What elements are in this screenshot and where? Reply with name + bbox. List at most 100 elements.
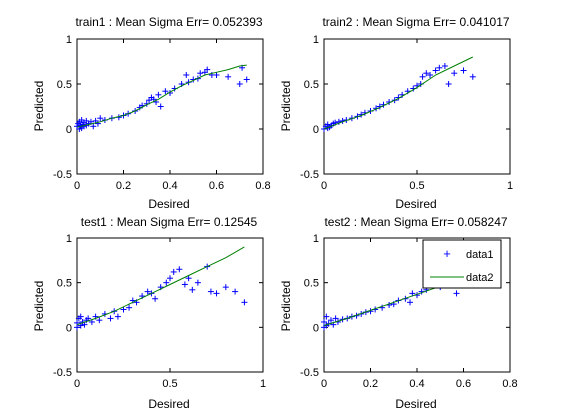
y-tick-label: 1 bbox=[66, 233, 72, 245]
y-tick-label: 1 bbox=[313, 233, 319, 245]
x-tick-label: 0.6 bbox=[456, 378, 471, 390]
data-point bbox=[232, 288, 239, 295]
data-point bbox=[155, 91, 162, 98]
data-point bbox=[197, 70, 204, 77]
x-tick-label: 0.2 bbox=[116, 180, 131, 192]
x-tick-label: 0.8 bbox=[255, 180, 270, 192]
x-tick-label: 0.5 bbox=[162, 378, 177, 390]
y-tick-label: 1 bbox=[313, 34, 319, 46]
data-point bbox=[77, 313, 84, 320]
x-tick-label: 1 bbox=[260, 378, 266, 390]
data-point bbox=[163, 279, 170, 286]
data-point bbox=[213, 72, 220, 78]
data-point bbox=[213, 290, 220, 297]
data-point bbox=[379, 304, 386, 311]
data-point bbox=[183, 72, 190, 78]
data-point bbox=[321, 318, 327, 325]
data-point bbox=[451, 70, 458, 77]
y-tick-label: 0.5 bbox=[57, 278, 72, 290]
legend-box bbox=[422, 239, 502, 289]
y-tick-label: -0.5 bbox=[300, 169, 319, 181]
legend: + data1 data2 bbox=[422, 239, 502, 289]
data-point bbox=[170, 268, 177, 275]
data-point bbox=[335, 118, 342, 125]
y-tick-label: -0.5 bbox=[300, 367, 319, 379]
data-point bbox=[432, 67, 439, 74]
legend-label-data1: data1 bbox=[466, 249, 494, 261]
data-point bbox=[241, 299, 248, 306]
data-point bbox=[126, 304, 133, 311]
data-point bbox=[207, 288, 214, 295]
x-tick-label: 0.4 bbox=[409, 378, 424, 390]
y-tick-label: -0.5 bbox=[53, 169, 72, 181]
data-point bbox=[436, 64, 443, 71]
y-tick-label: 0 bbox=[313, 124, 319, 136]
y-axis-label: Predicted bbox=[279, 281, 293, 332]
data-point bbox=[162, 88, 169, 95]
data-point bbox=[327, 317, 334, 324]
y-tick-label: 0.5 bbox=[304, 278, 319, 290]
fit-line bbox=[76, 246, 245, 326]
x-axis-label: Desired bbox=[395, 397, 436, 411]
y-tick-label: 1 bbox=[66, 34, 72, 46]
x-axis-label: Desired bbox=[148, 397, 189, 411]
x-tick-label: 0.8 bbox=[502, 378, 517, 390]
y-tick-label: 0 bbox=[313, 322, 319, 334]
data-point bbox=[157, 103, 164, 110]
y-axis-label: Predicted bbox=[279, 81, 293, 132]
x-tick-label: 1 bbox=[507, 180, 513, 192]
data-point bbox=[97, 115, 104, 122]
x-tick-label: 0 bbox=[321, 378, 327, 390]
data-point bbox=[427, 72, 434, 78]
data-point bbox=[204, 66, 211, 73]
data-point bbox=[114, 313, 121, 320]
subplot-title: test1 : Mean Sigma Err= 0.12545 bbox=[81, 215, 258, 229]
legend-label-data2: data2 bbox=[466, 272, 494, 284]
data-point bbox=[243, 76, 250, 83]
axes: 0 0.2 0.4 0.6 0.810.50-0.5 bbox=[300, 233, 518, 390]
data-point bbox=[419, 73, 426, 80]
data-point bbox=[94, 120, 101, 127]
axes: 0 0.5 110.50-0.5 bbox=[300, 34, 513, 192]
data-point bbox=[107, 315, 114, 322]
data-point bbox=[189, 286, 196, 293]
data-point bbox=[225, 73, 232, 80]
data-point bbox=[185, 275, 192, 282]
x-axis-label: Desired bbox=[395, 197, 436, 211]
data-point bbox=[423, 70, 430, 77]
y-tick-label: 0.5 bbox=[57, 79, 72, 91]
axes: 0 0.2 0.4 0.6 0.810.50-0.5 bbox=[53, 34, 271, 192]
legend-marker-data1: + bbox=[443, 246, 451, 261]
data-point bbox=[222, 284, 229, 291]
y-tick-label: 0 bbox=[66, 322, 72, 334]
y-tick-label: 0.5 bbox=[304, 79, 319, 91]
data-point bbox=[441, 63, 448, 69]
x-tick-label: 0 bbox=[321, 180, 327, 192]
axes: 0 0.5 110.50-0.5 bbox=[53, 233, 266, 390]
fit-line bbox=[323, 56, 474, 130]
data-point bbox=[120, 306, 127, 313]
data-point bbox=[176, 266, 183, 273]
data-point bbox=[460, 67, 467, 74]
data-point bbox=[74, 319, 80, 326]
data-point bbox=[144, 288, 151, 295]
data-point bbox=[323, 313, 330, 320]
x-tick-label: 0 bbox=[74, 180, 80, 192]
data-point bbox=[469, 73, 476, 80]
x-tick-label: 0 bbox=[74, 378, 80, 390]
subplot-train2: train2 : Mean Sigma Err= 0.041017 0 0.5 1 1… bbox=[279, 15, 513, 211]
data-point bbox=[453, 290, 460, 297]
data-point bbox=[96, 317, 103, 324]
data-point bbox=[167, 275, 173, 282]
y-axis-label: Predicted bbox=[32, 281, 46, 332]
subplot-title: train1 : Mean Sigma Err= 0.052393 bbox=[75, 15, 262, 29]
subplot-title: train2 : Mean Sigma Err= 0.041017 bbox=[322, 15, 509, 29]
y-tick-label: 0 bbox=[66, 124, 72, 136]
y-tick-label: -0.5 bbox=[53, 367, 72, 379]
x-axis-label: Desired bbox=[148, 197, 189, 211]
data-point bbox=[152, 295, 159, 302]
x-tick-label: 0.6 bbox=[209, 180, 224, 192]
subplot-test1: test1 : Mean Sigma Err= 0.12545 0 0.5 1 1 0.… bbox=[32, 215, 266, 411]
subplot-test2: test2 : Mean Sigma Err= 0.058247 0 0.2 0.4… bbox=[279, 215, 518, 411]
